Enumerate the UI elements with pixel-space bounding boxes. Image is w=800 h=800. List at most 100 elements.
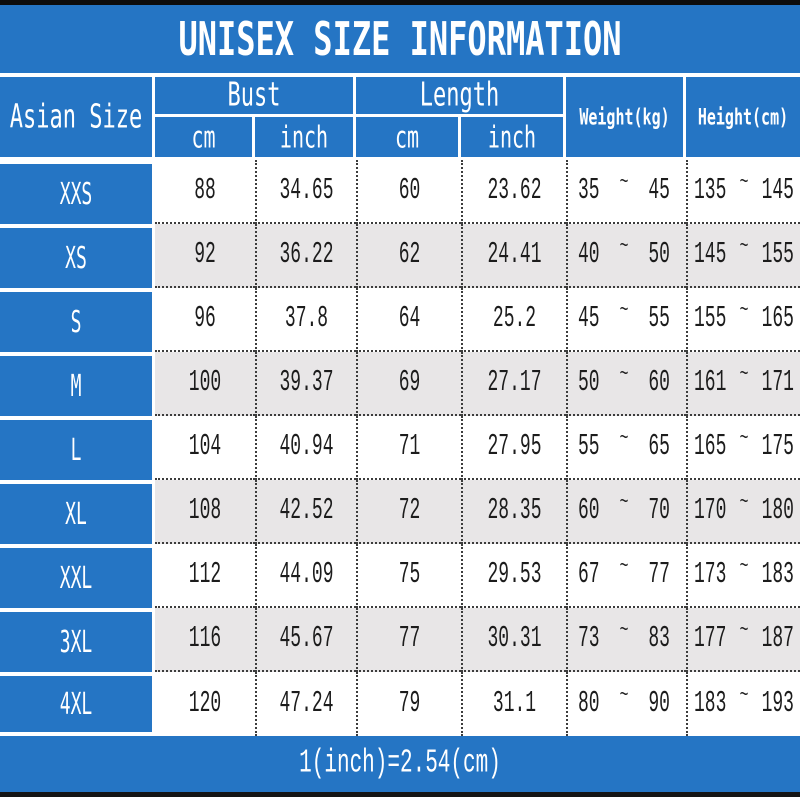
- bust-inch-value: 34.65: [279, 174, 334, 208]
- weight-range-cell: 35 ~ 45: [566, 160, 686, 224]
- weight-min-value: 80: [578, 687, 600, 721]
- range-tilde: ~: [739, 425, 749, 451]
- bust-inch-value: 37.8: [284, 302, 329, 336]
- header-asian-size-label: Asian Size: [9, 98, 143, 136]
- weight-max-value: 70: [648, 494, 670, 528]
- height-min-value: 135: [694, 174, 727, 208]
- range-tilde: ~: [619, 553, 629, 579]
- length-cm-value: 75: [398, 558, 421, 592]
- header-bust-label: Bust: [227, 76, 281, 115]
- footer-note-band: 1(inch)=2.54(cm): [0, 736, 800, 792]
- bust-inch-value: 40.94: [279, 430, 334, 464]
- bust-inch-cell: 45.67: [255, 608, 356, 672]
- size-label-cell: S: [0, 288, 155, 352]
- bust-inch-value: 47.24: [279, 687, 334, 721]
- bust-inch-cell: 36.22: [255, 224, 356, 288]
- length-inch-cell: 27.95: [461, 416, 566, 480]
- range-tilde: ~: [739, 553, 749, 579]
- bust-inch-value: 39.37: [279, 366, 334, 400]
- table-row: 4XL 120 47.24 79 31.1 80 ~ 90 183 ~ 193: [0, 672, 800, 736]
- table-row: M 100 39.37 69 27.17 50 ~ 60 161 ~ 171: [0, 352, 800, 416]
- length-inch-cell: 27.17: [461, 352, 566, 416]
- height-range-cell: 177 ~ 187: [686, 608, 800, 672]
- length-inch-value: 23.62: [487, 174, 542, 208]
- header-length-inch-label: inch: [487, 119, 537, 155]
- height-range-cell: 145 ~ 155: [686, 224, 800, 288]
- bottom-border-bar: [0, 792, 800, 797]
- height-min-value: 165: [694, 430, 727, 464]
- range-tilde: ~: [619, 425, 629, 451]
- header-bust-cm: cm: [155, 117, 255, 157]
- header-length-cm-label: cm: [394, 119, 420, 155]
- length-inch-value: 27.17: [487, 366, 542, 400]
- range-tilde: ~: [619, 233, 629, 259]
- size-label-cell: XL: [0, 480, 155, 544]
- range-tilde: ~: [619, 617, 629, 643]
- length-inch-cell: 23.62: [461, 160, 566, 224]
- weight-max-value: 60: [648, 366, 670, 400]
- bust-cm-value: 116: [188, 622, 222, 656]
- weight-max-value: 45: [648, 174, 670, 208]
- weight-range-cell: 60 ~ 70: [566, 480, 686, 544]
- height-max-value: 165: [761, 302, 794, 336]
- height-min-value: 183: [694, 687, 727, 721]
- header-bust-inch: inch: [255, 117, 356, 157]
- length-inch-cell: 30.31: [461, 608, 566, 672]
- table-row: XS 92 36.22 62 24.41 40 ~ 50 145 ~ 155: [0, 224, 800, 288]
- weight-min-value: 73: [578, 622, 600, 656]
- length-cm-cell: 64: [356, 288, 461, 352]
- weight-min-value: 67: [578, 558, 600, 592]
- bust-cm-value: 104: [188, 430, 222, 464]
- height-max-value: 183: [761, 558, 794, 592]
- table-header: Asian Size Bust Length Weight(kg) Height…: [0, 77, 800, 160]
- bust-inch-cell: 37.8: [255, 288, 356, 352]
- length-cm-cell: 77: [356, 608, 461, 672]
- size-label: M: [70, 368, 82, 404]
- range-tilde: ~: [739, 617, 749, 643]
- header-height: Height(cm): [686, 77, 800, 157]
- length-inch-cell: 25.2: [461, 288, 566, 352]
- bust-inch-cell: 34.65: [255, 160, 356, 224]
- page-title: UNISEX SIZE INFORMATION: [178, 11, 622, 67]
- size-label-cell: 4XL: [0, 672, 155, 736]
- weight-min-value: 50: [578, 366, 600, 400]
- range-tilde: ~: [619, 297, 629, 323]
- header-weight: Weight(kg): [566, 77, 686, 157]
- range-tilde: ~: [739, 682, 749, 708]
- height-range-cell: 135 ~ 145: [686, 160, 800, 224]
- length-cm-cell: 60: [356, 160, 461, 224]
- length-cm-value: 77: [398, 622, 421, 656]
- header-length-label: Length: [419, 76, 500, 115]
- height-min-value: 155: [694, 302, 727, 336]
- length-inch-cell: 31.1: [461, 672, 566, 736]
- bust-cm-cell: 96: [155, 288, 255, 352]
- bust-cm-cell: 112: [155, 544, 255, 608]
- bust-cm-cell: 100: [155, 352, 255, 416]
- length-cm-value: 64: [398, 302, 421, 336]
- table-row: S 96 37.8 64 25.2 45 ~ 55 155 ~ 165: [0, 288, 800, 352]
- size-label: XXS: [59, 176, 93, 212]
- height-max-value: 171: [761, 366, 794, 400]
- header-height-label: Height(cm): [697, 103, 789, 131]
- length-cm-value: 79: [398, 687, 421, 721]
- length-inch-value: 29.53: [487, 558, 542, 592]
- bust-inch-value: 42.52: [279, 494, 334, 528]
- height-min-value: 145: [694, 238, 727, 272]
- length-cm-cell: 62: [356, 224, 461, 288]
- size-label-cell: 3XL: [0, 608, 155, 672]
- size-label-cell: M: [0, 352, 155, 416]
- header-bust: Bust: [155, 77, 356, 117]
- length-inch-value: 28.35: [487, 494, 542, 528]
- height-max-value: 193: [761, 687, 794, 721]
- header-length-inch: inch: [461, 117, 566, 157]
- height-max-value: 187: [761, 622, 794, 656]
- range-tilde: ~: [619, 169, 629, 195]
- weight-range-cell: 50 ~ 60: [566, 352, 686, 416]
- bust-inch-cell: 42.52: [255, 480, 356, 544]
- range-tilde: ~: [739, 361, 749, 387]
- bust-cm-value: 108: [188, 494, 222, 528]
- weight-range-cell: 55 ~ 65: [566, 416, 686, 480]
- length-cm-cell: 72: [356, 480, 461, 544]
- weight-min-value: 45: [578, 302, 600, 336]
